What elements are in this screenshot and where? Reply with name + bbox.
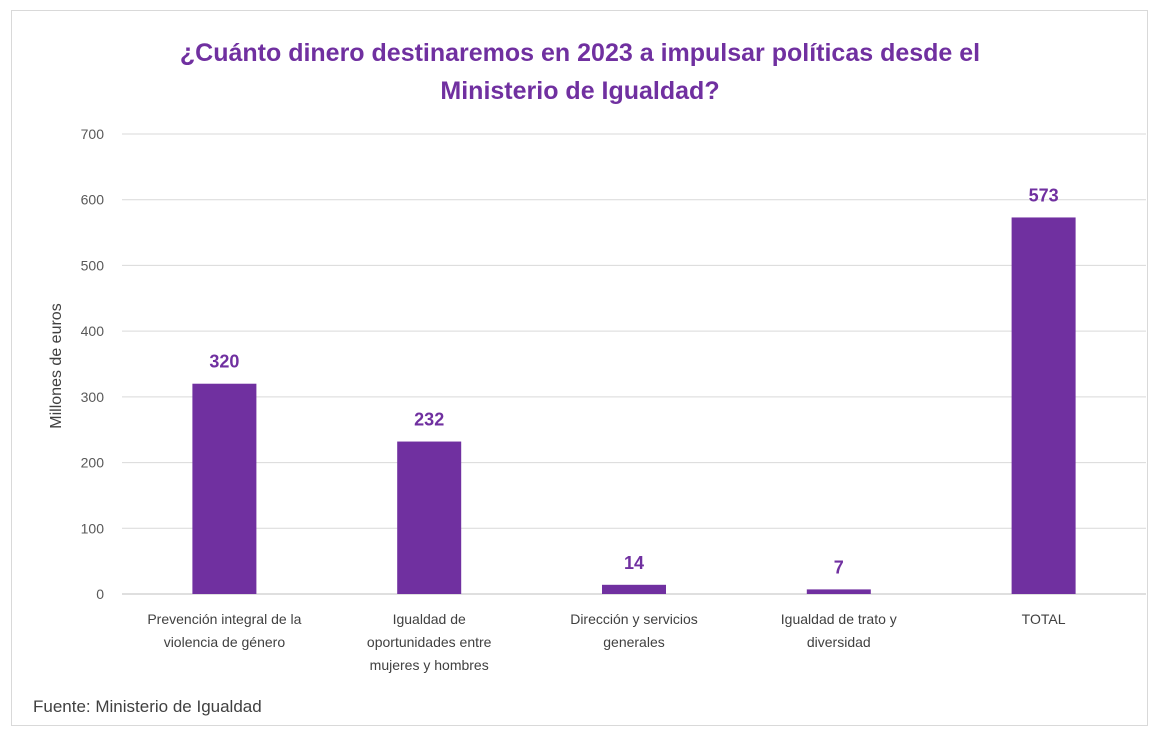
y-tick-label: 400 [81,323,105,339]
data-label: 232 [414,410,444,430]
y-tick-label: 700 [81,126,105,142]
y-tick-label: 100 [81,520,105,536]
x-category-label: Igualdad de oportunidades entre mujeres y … [367,611,492,673]
chart-frame [11,10,1148,726]
data-label: 320 [209,352,239,372]
data-label: 573 [1029,185,1059,205]
x-category-label: Prevención integral de la violencia de gé… [147,611,301,650]
bar [1011,217,1076,594]
x-category-label: Igualdad de trato y diversidad [781,611,897,650]
x-category-label: TOTAL [1022,611,1066,627]
chart-title: ¿Cuánto dinero destinaremos en 2023 a im… [179,39,981,105]
source-note: Fuente: Ministerio de Igualdad [33,697,262,716]
y-tick-label: 300 [81,389,105,405]
y-tick-label: 500 [81,257,105,273]
data-label: 14 [624,553,644,573]
bar [602,584,666,594]
bar [806,589,871,594]
x-category-label: Dirección y servicios generales [570,611,698,650]
y-tick-label: 200 [81,455,105,471]
y-tick-label: 600 [81,192,105,208]
y-tick-label: 0 [96,586,104,602]
data-label: 7 [834,557,844,577]
bar [397,441,462,594]
bar [192,383,257,594]
